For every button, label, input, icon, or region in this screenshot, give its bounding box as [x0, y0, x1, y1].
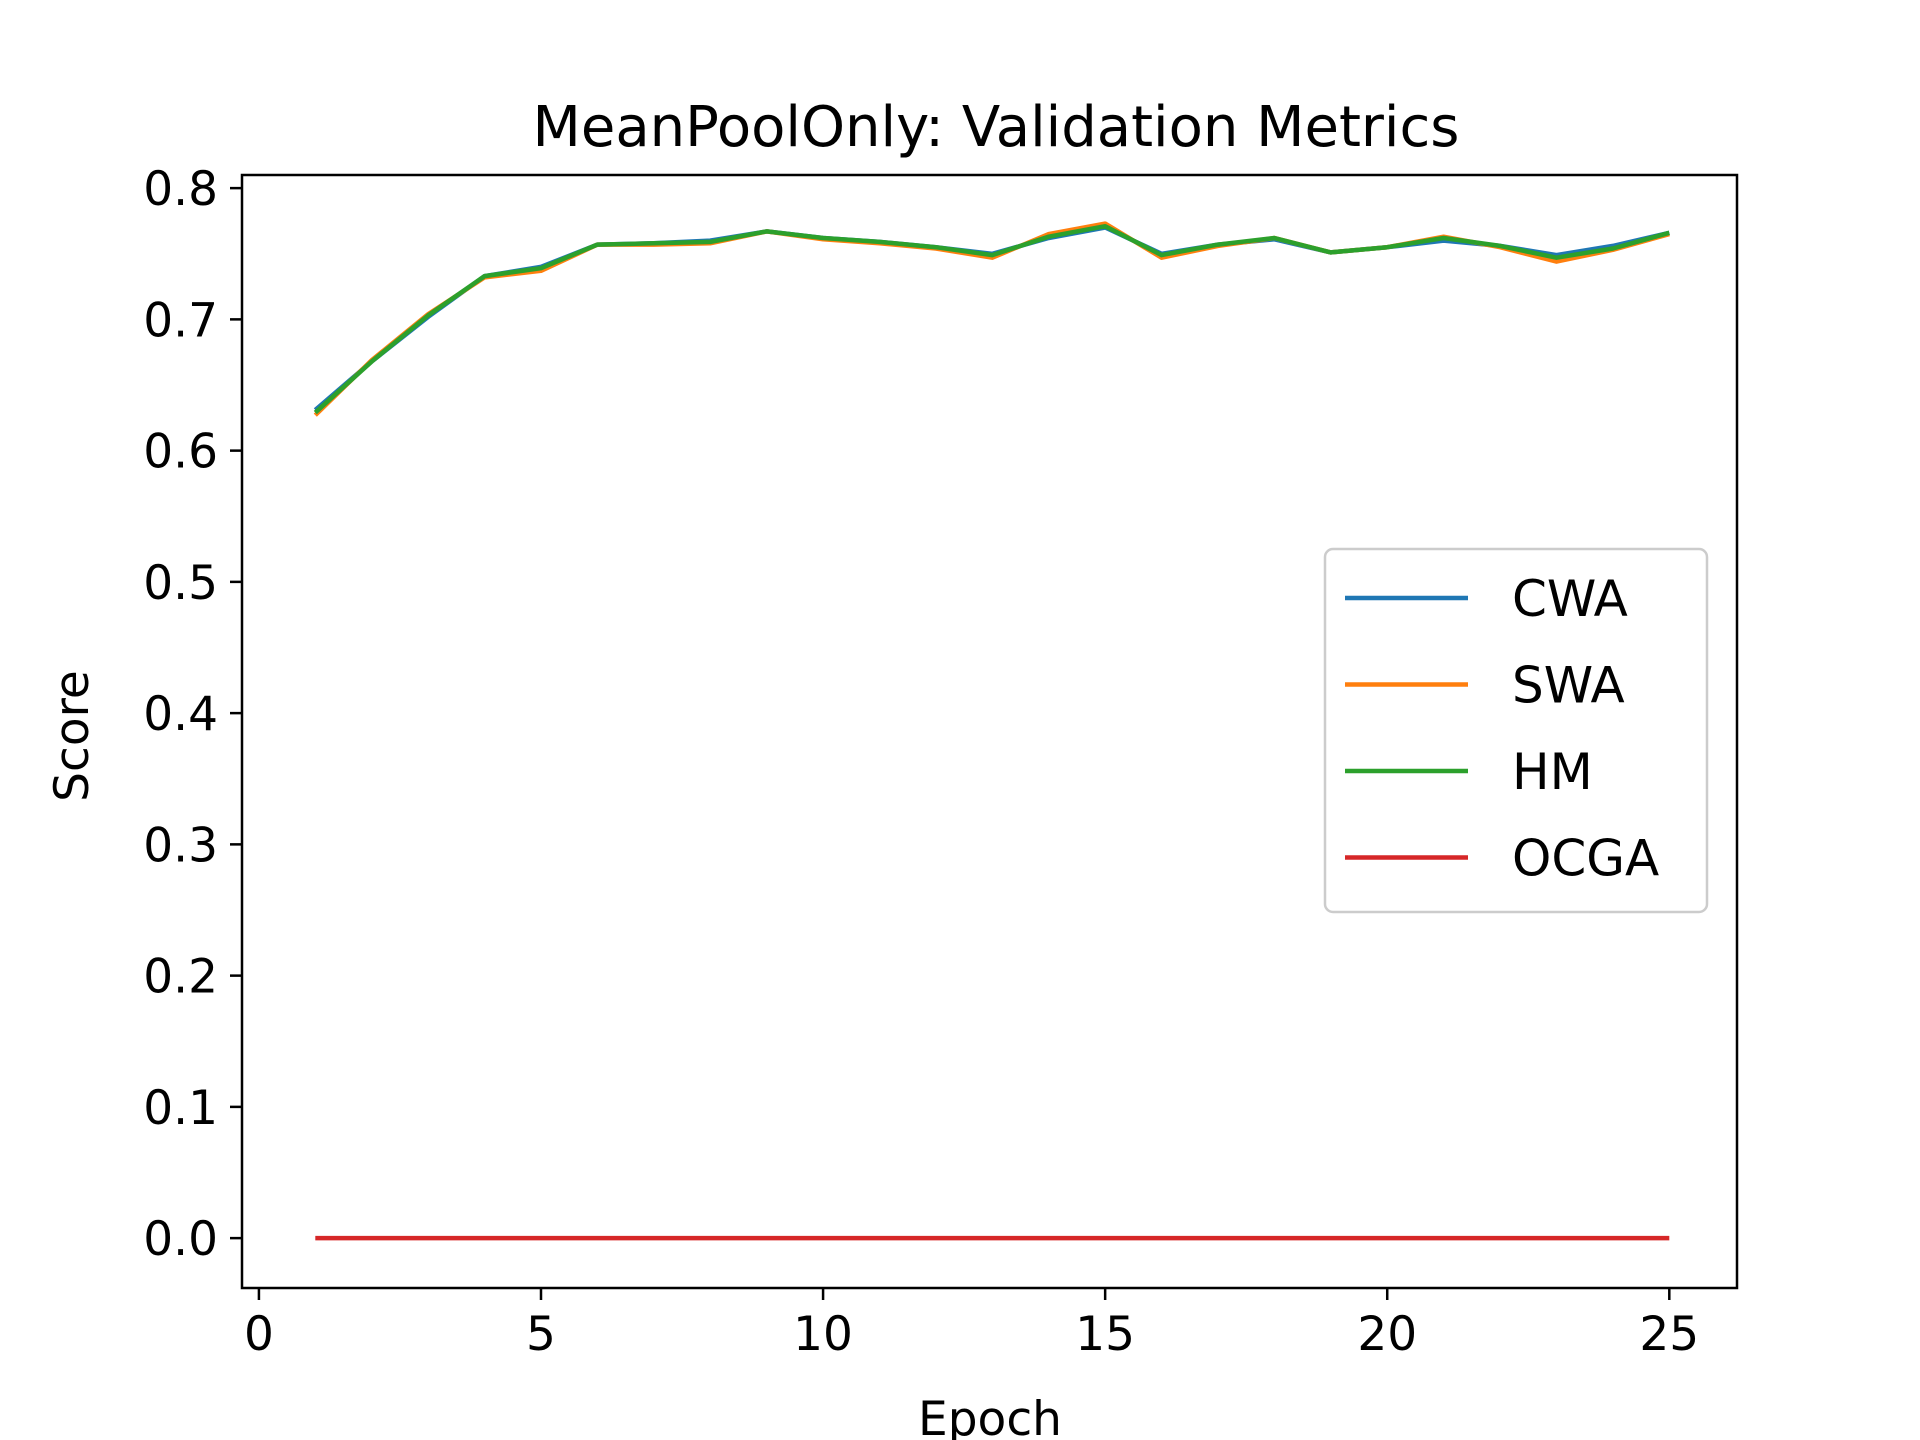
plot-frame: [240, 173, 1739, 1290]
legend-label-swa: SWA: [1512, 657, 1625, 715]
y-tick-label: 0.6: [143, 425, 218, 480]
x-tick-label: 5: [526, 1307, 556, 1362]
y-tick-label: 0.4: [143, 687, 218, 742]
legend-label-cwa: CWA: [1512, 570, 1628, 628]
y-tick-label: 0.8: [143, 162, 218, 217]
y-tick-label: 0.7: [143, 293, 218, 348]
legend-label-hm: HM: [1512, 743, 1593, 801]
series-line-hm: [313, 223, 1670, 415]
legend-box: [1323, 547, 1709, 914]
y-axis-label: Score: [45, 670, 100, 802]
y-tick-label: 0.2: [143, 950, 218, 1005]
x-axis: 0 5 10 15 20 25: [244, 1288, 1699, 1362]
y-tick-label: 0.3: [143, 818, 218, 873]
x-axis-label: Epoch: [918, 1392, 1062, 1440]
chart-title: MeanPoolOnly: Validation Metrics: [533, 95, 1460, 160]
x-tick-label: 20: [1357, 1307, 1417, 1362]
x-tick-label: 0: [244, 1307, 274, 1362]
x-tick-label: 10: [793, 1307, 853, 1362]
y-axis: 0.0 0.1 0.2 0.3 0.4 0.5 0.6 0.7 0.8: [143, 162, 242, 1267]
plot-lines: [313, 221, 1670, 1241]
x-tick-label: 15: [1075, 1307, 1135, 1362]
y-tick-label: 0.1: [143, 1081, 218, 1136]
legend: CWA SWA HM OCGA: [1323, 547, 1709, 914]
legend-label-ocga: OCGA: [1512, 830, 1659, 888]
y-tick-label: 0.5: [143, 556, 218, 611]
y-tick-label: 0.0: [143, 1212, 218, 1267]
x-tick-label: 25: [1639, 1307, 1699, 1362]
